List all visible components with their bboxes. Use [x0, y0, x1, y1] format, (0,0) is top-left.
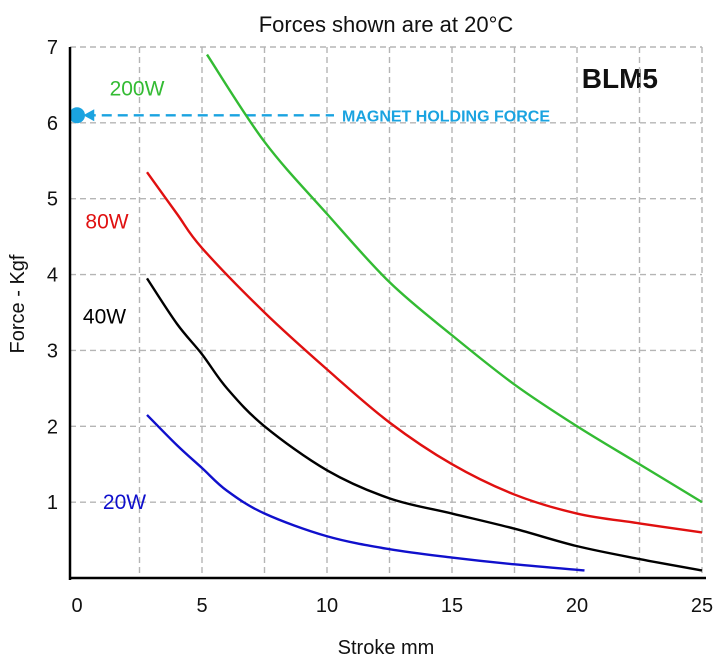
- holding-force-marker: [69, 107, 85, 124]
- series-group: 200W 80W 40W 20W: [83, 53, 703, 572]
- series-line-200w: [205, 53, 703, 504]
- series-line-40w: [145, 277, 703, 572]
- chart-title: Forces shown are at 20°C: [259, 12, 514, 37]
- model-label: BLM5: [582, 63, 658, 94]
- x-tick-label: 25: [691, 595, 713, 617]
- series-label-40w: 40W: [83, 305, 126, 328]
- y-tick-label: 7: [47, 37, 58, 59]
- x-tick-label: 10: [316, 595, 338, 617]
- grid: [70, 46, 703, 578]
- series-label-200w: 200W: [110, 78, 165, 101]
- y-axis-title: Force - Kgf: [7, 254, 29, 353]
- tick-labels: 0 5 10 15 20 25 1 2 3 4 5 6 7: [47, 37, 713, 617]
- series-label-80w: 80W: [85, 210, 128, 233]
- y-tick-label: 2: [47, 416, 58, 438]
- series-label-20w: 20W: [103, 491, 146, 514]
- x-tick-label: 20: [566, 595, 588, 617]
- holding-force-annotation: MAGNET HOLDING FORCE: [69, 107, 550, 125]
- x-tick-label: 0: [71, 595, 82, 617]
- y-tick-label: 4: [47, 265, 58, 287]
- y-tick-label: 1: [47, 492, 58, 514]
- holding-force-label: MAGNET HOLDING FORCE: [342, 108, 550, 125]
- y-tick-label: 5: [47, 189, 58, 211]
- holding-force-arrowhead: [83, 109, 95, 122]
- x-tick-label: 5: [196, 595, 207, 617]
- y-tick-label: 3: [47, 340, 58, 362]
- y-tick-label: 6: [47, 113, 58, 135]
- x-axis-title: Stroke mm: [338, 637, 435, 659]
- series-line-80w: [146, 171, 703, 534]
- axes: [68, 47, 706, 580]
- x-tick-label: 15: [441, 595, 463, 617]
- series-line-20w: [146, 414, 585, 572]
